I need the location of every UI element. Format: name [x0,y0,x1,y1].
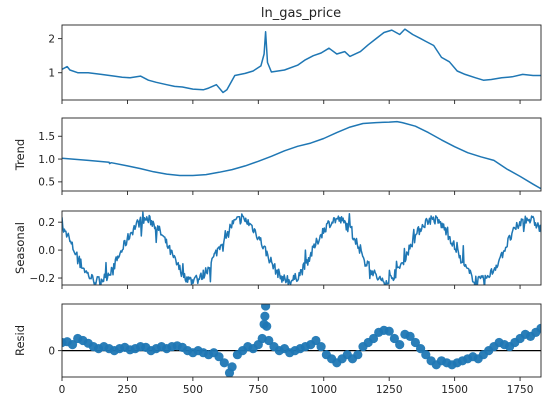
series-line-trend [62,120,541,190]
xtick-label-4: 1000 [310,384,337,396]
ytick-label-seasonal-1: 0.0 [38,245,55,257]
ytick-label-trend-1: 1.0 [38,154,55,166]
ytick-label-observed-1: 2 [48,33,55,45]
plot-area-seasonal [62,211,541,285]
series-line-observed [62,28,541,94]
resid-point-30 [214,352,224,362]
plot-area-resid [62,304,541,377]
xtick-label-0: 0 [59,384,66,396]
resid-point-54 [316,342,326,352]
ytick-label-trend-0: 0.5 [38,177,55,189]
panel-seasonal: −0.2 0.0 0.2 Seasonal [13,210,542,289]
panel-resid: 0 0 250 500 750 1000 1250 1500 1750 Resid [13,303,542,396]
ylabel-resid: Resid [13,325,27,356]
plot-area-observed [62,28,541,94]
ylabel-trend: Trend [13,139,27,171]
resid-point-61 [353,350,363,360]
axes-frame-seasonal [61,210,542,286]
resid-point-69 [395,340,405,350]
ytick-label-seasonal-0: −0.2 [30,273,56,285]
ytick-label-resid-0: 0 [48,345,55,357]
resid-point-2 [67,340,78,350]
resid-point-43 [262,321,272,331]
panel-observed: 12 [48,24,542,104]
resid-point-71 [405,331,415,341]
resid-point-33 [227,362,237,372]
panel-trend: 0.5 1.0 1.5 Trend [13,117,542,195]
resid-point-72 [410,337,420,348]
xtick-label-7: 1750 [507,384,534,396]
xtick-label-2: 500 [183,384,203,396]
axes-frame-observed [61,24,542,101]
ytick-label-observed-0: 1 [48,68,55,80]
resid-point-96 [536,323,541,333]
xtick-label-6: 1500 [441,384,468,396]
resid-point-67 [384,326,394,336]
resid-point-68 [389,333,399,344]
ytick-label-seasonal-2: 0.2 [38,217,55,229]
resid-point-53 [311,335,321,346]
resid-point-64 [368,333,379,344]
resid-point-41 [260,311,270,321]
xtick-label-1: 250 [117,384,137,396]
axes-frame-resid [61,303,542,378]
resid-point-74 [421,350,431,360]
axes-frame-trend [61,117,542,192]
series-line-seasonal [62,211,541,285]
figure-title: ln_gas_price [261,6,341,21]
ytick-label-trend-2: 1.5 [38,131,55,143]
resid-point-31 [219,358,229,368]
xtick-label-3: 750 [248,384,268,396]
resid-point-42 [261,304,271,311]
plot-area-trend [62,120,541,190]
ylabel-seasonal: Seasonal [13,222,27,274]
xtick-label-5: 1250 [376,384,403,396]
resid-point-73 [416,344,426,354]
resid-point-44 [264,335,274,346]
